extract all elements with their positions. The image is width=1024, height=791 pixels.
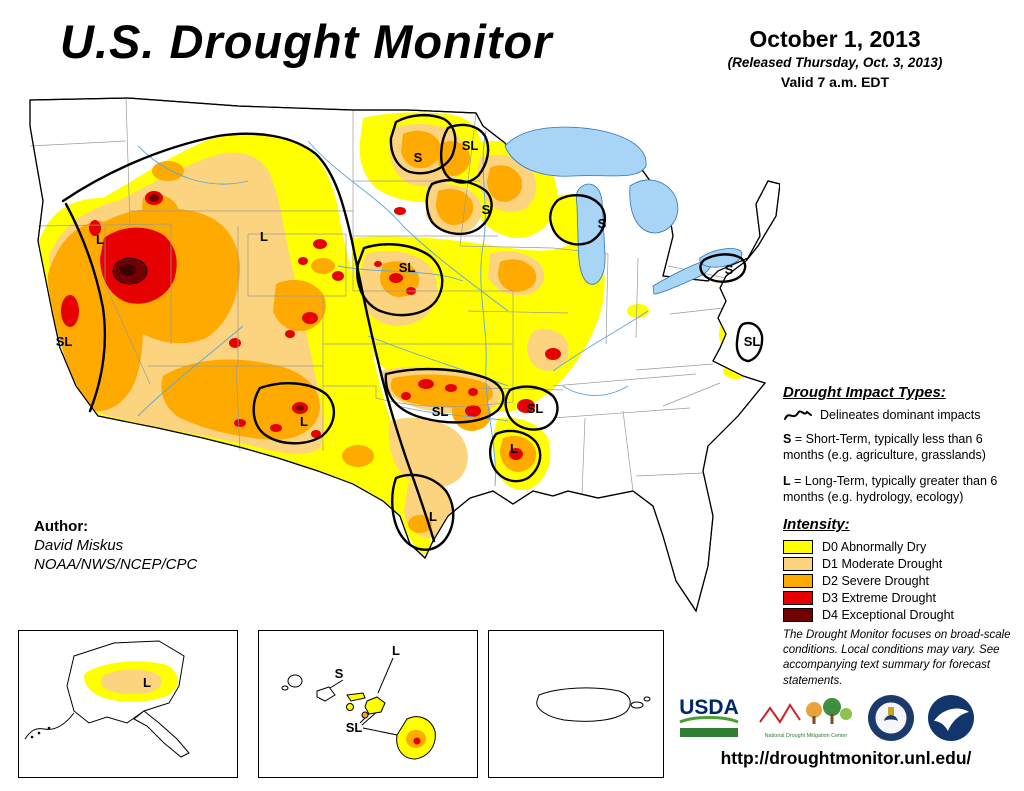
usda-logo: USDA	[672, 692, 746, 744]
island-kahoolawe	[361, 711, 369, 719]
d1-label: D1 Moderate Drought	[822, 557, 943, 571]
island-lanai	[346, 703, 354, 711]
disclaimer-text: The Drought Monitor focuses on broad-sca…	[783, 629, 1011, 687]
lake-erie	[652, 259, 712, 295]
puerto-rico-map	[536, 687, 651, 722]
island-oahu	[316, 686, 336, 702]
impact-boundaries	[61, 114, 764, 551]
impact-labels: S SL S S L L SL S SL SL SL SL L L L	[56, 138, 761, 524]
commerce-seal-icon	[868, 695, 914, 741]
state-borders	[29, 97, 727, 495]
impact-label-arkansas: SL	[527, 401, 544, 416]
great-lakes	[504, 126, 743, 295]
long-term-key: L	[783, 473, 791, 488]
alaska-d1-blob	[100, 669, 162, 695]
legend-panel: Drought Impact Types: Delineates dominan…	[783, 384, 1021, 625]
intensity-row-d1: D1 Moderate Drought	[783, 557, 1021, 571]
d1-swatch	[783, 557, 813, 571]
ndmc-caption: National Drought Mitigation Center	[765, 733, 848, 739]
short-term-key: S	[783, 432, 792, 446]
impact-label-north-dakota-east: SL	[462, 138, 479, 153]
impact-label-texas: L	[429, 509, 437, 524]
island-vieques	[630, 701, 644, 709]
conus-drought-map: S SL S S L L SL S SL SL SL SL L L L	[29, 97, 781, 613]
logos-row: USDA National Drought Mitigation Center	[672, 690, 1020, 746]
impact-label-hawaii-s: S	[335, 666, 344, 681]
page-title: U.S. Drought Monitor	[60, 15, 553, 68]
d2-label: D2 Severe Drought	[822, 574, 930, 588]
author-name: David Miskus	[34, 536, 124, 554]
author-organization: NOAA/NWS/NCEP/CPC	[34, 555, 198, 573]
impact-label-north-dakota-west: S	[414, 150, 423, 165]
puerto-rico-inset	[488, 630, 664, 778]
hawaii-islands	[281, 674, 436, 760]
island-maui	[364, 696, 386, 715]
impact-types-title: Drought Impact Types:	[783, 384, 946, 401]
impact-label-new-mexico: L	[300, 414, 308, 429]
short-term-definition: S = Short-Term, typically less than 6 mo…	[783, 431, 1021, 464]
usda-wordmark: USDA	[679, 696, 739, 719]
island-culebra	[643, 696, 651, 702]
lake-superior	[504, 126, 647, 177]
lake-ontario	[699, 248, 743, 268]
release-date: (Released Thursday, Oct. 3, 2013)	[727, 55, 943, 70]
delineates-row: Delineates dominant impacts	[783, 408, 1021, 422]
author-label: Author:	[34, 518, 89, 535]
impact-label-nevada: L	[96, 232, 104, 247]
report-date: October 1, 2013	[749, 26, 921, 52]
alaska-inset: L	[18, 630, 238, 778]
impact-label-hawaii-sl: SL	[346, 720, 363, 735]
intensity-row-d2: D2 Severe Drought	[783, 574, 1021, 588]
lake-huron	[629, 179, 679, 234]
long-term-definition: L = Long-Term, typically greater than 6 …	[783, 473, 1021, 506]
short-term-text: = Short-Term, typically less than 6 mont…	[783, 432, 986, 463]
d0-label: D0 Abnormally Dry	[822, 540, 927, 554]
impact-label-alaska: L	[143, 675, 151, 690]
impact-label-idaho: L	[260, 229, 268, 244]
impact-label-south-dakota: S	[482, 202, 491, 217]
lake-michigan	[576, 183, 606, 285]
impact-label-california: SL	[56, 334, 73, 349]
ndmc-logo: National Drought Mitigation Center	[759, 698, 852, 739]
d0-swatch	[783, 540, 813, 554]
drought-d4-layer	[112, 194, 304, 411]
intensity-row-d0: D0 Abnormally Dry	[783, 540, 1021, 554]
impact-label-new-york: S	[725, 262, 734, 277]
noaa-logo-icon	[928, 695, 974, 741]
impact-label-wisconsin: S	[598, 216, 607, 231]
drought-monitor-url: http://droughtmonitor.unl.edu/	[720, 748, 972, 768]
hawaii-map: L S SL	[281, 643, 436, 760]
intensity-row-d3: D3 Extreme Drought	[783, 591, 1021, 605]
d3-swatch	[783, 591, 813, 605]
author-block: Author: David Miskus NOAA/NWS/NCEP/CPC	[34, 518, 197, 574]
impact-label-mid-atlantic: SL	[744, 334, 761, 349]
big-island-d3-spot	[413, 737, 421, 745]
d3-label: D3 Extreme Drought	[822, 591, 936, 605]
conus-map-container: S SL S S L L SL S SL SL SL SL L L L	[8, 86, 781, 626]
date-block: October 1, 2013 (Released Thursday, Oct.…	[688, 26, 982, 90]
long-term-text: = Long-Term, typically greater than 6 mo…	[783, 473, 998, 504]
squiggle-line-icon	[784, 410, 812, 420]
delineates-label: Delineates dominant impacts	[820, 408, 981, 422]
valid-time: Valid 7 a.m. EDT	[780, 74, 890, 90]
puerto-rico-island	[536, 687, 631, 722]
impact-label-oklahoma: SL	[432, 404, 449, 419]
impact-label-hawaii-l: L	[392, 643, 400, 658]
island-molokai	[346, 692, 366, 702]
intensity-row-d4: D4 Exceptional Drought	[783, 608, 1021, 622]
impact-label-louisiana: L	[510, 441, 518, 456]
island-niihau	[281, 685, 289, 691]
alaska-map: L	[24, 640, 190, 758]
impact-label-nebraska: SL	[399, 260, 416, 275]
alaska-panhandle	[133, 710, 190, 758]
d4-swatch	[783, 608, 813, 622]
island-kauai	[287, 674, 303, 688]
intensity-title: Intensity:	[783, 516, 850, 533]
d2-swatch	[783, 574, 813, 588]
aleutian-islands	[24, 712, 75, 740]
hawaii-inset: L S SL	[258, 630, 478, 778]
d4-label: D4 Exceptional Drought	[822, 608, 955, 622]
